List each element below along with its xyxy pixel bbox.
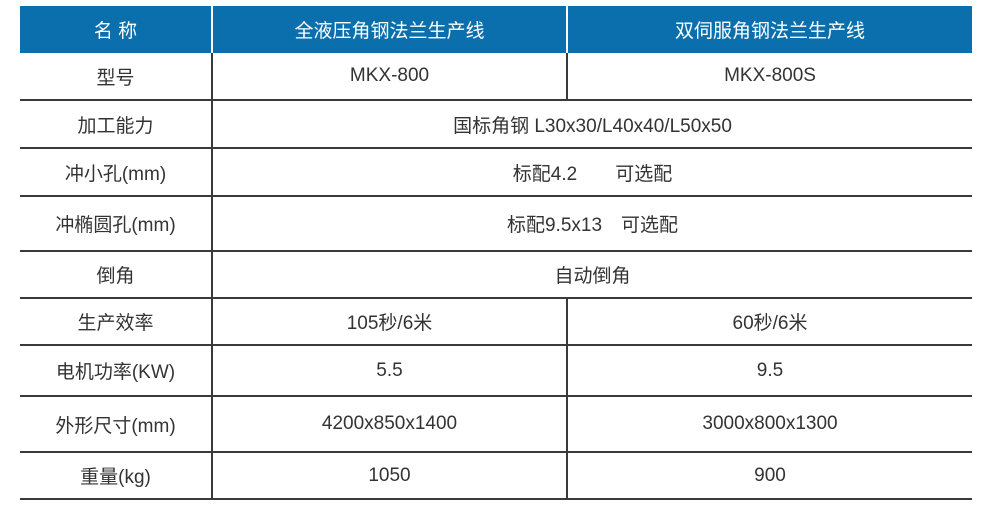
cell: 标配9.5x13 可选配 [212,196,972,252]
row-label: 外形尺寸(mm) [20,396,213,453]
row-label: 冲椭圆孔(mm) [20,196,213,252]
cell: 标配4.2 可选配 [212,148,972,197]
table-row: 外形尺寸(mm) 4200x850x1400 3000x800x1300 [20,396,972,453]
header-model-2: 双伺服角钢法兰生产线 [567,6,972,53]
cell: 国标角钢 L30x30/L40x40/L50x50 [212,100,972,149]
row-label: 型号 [20,53,213,101]
cell: 3000x800x1300 [567,396,972,453]
cell: MKX-800 [212,53,568,101]
table-row: 型号 MKX-800 MKX-800S [20,53,972,101]
table-row: 生产效率 105秒/6米 60秒/6米 [20,298,972,346]
table-row: 冲小孔(mm) 标配4.2 可选配 [20,148,972,197]
row-label: 倒角 [20,251,213,299]
cell: 1050 [212,452,568,500]
row-label: 生产效率 [20,298,213,346]
row-label: 加工能力 [20,100,213,149]
header-row: 名 称 全液压角钢法兰生产线 双伺服角钢法兰生产线 [20,6,972,53]
cell: 9.5 [567,345,972,397]
row-label: 重量(kg) [20,452,213,500]
cell: 5.5 [212,345,568,397]
row-label: 冲小孔(mm) [20,148,213,197]
cell: MKX-800S [567,53,972,101]
header-model-1: 全液压角钢法兰生产线 [212,6,568,53]
cell: 60秒/6米 [567,298,972,346]
header-name: 名 称 [20,6,213,53]
table-row: 电机功率(KW) 5.5 9.5 [20,345,972,397]
cell: 自动倒角 [212,251,972,299]
row-label: 电机功率(KW) [20,345,213,397]
table-row: 加工能力 国标角钢 L30x30/L40x40/L50x50 [20,100,972,149]
spec-table: 名 称 全液压角钢法兰生产线 双伺服角钢法兰生产线 型号 MKX-800 MKX… [20,6,972,500]
table-row: 倒角 自动倒角 [20,251,972,299]
cell: 4200x850x1400 [212,396,568,453]
cell: 900 [567,452,972,500]
table-row: 冲椭圆孔(mm) 标配9.5x13 可选配 [20,196,972,252]
table-row: 重量(kg) 1050 900 [20,452,972,500]
cell: 105秒/6米 [212,298,568,346]
